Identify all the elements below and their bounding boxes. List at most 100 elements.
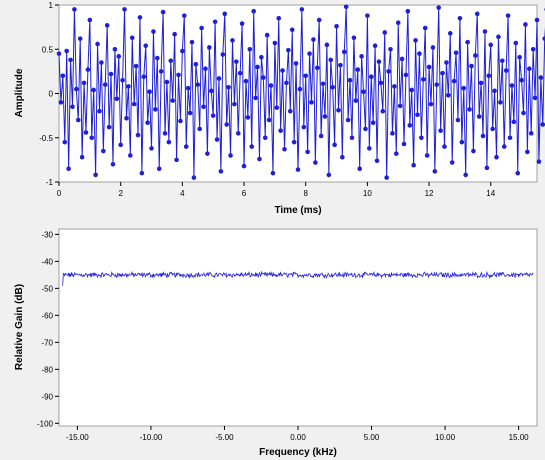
time-series-point	[185, 85, 191, 91]
time-series-point	[218, 169, 224, 174]
frequency-x-tick-label: 10.00	[435, 433, 456, 442]
time-series-point	[446, 92, 451, 98]
time-series-point	[394, 151, 399, 156]
time-series-point	[384, 175, 389, 180]
time-series-point	[403, 72, 409, 78]
time-series-point	[326, 172, 332, 178]
time-series-point	[278, 128, 283, 133]
time-series-point	[91, 87, 96, 93]
frequency-y-axis-title: Relative Gain (dB)	[14, 284, 25, 370]
time-series-point	[208, 88, 214, 94]
time-y-tick-label: -1	[46, 178, 54, 187]
time-series-point	[378, 80, 384, 86]
time-series-point	[444, 60, 449, 65]
time-series-point	[449, 160, 455, 165]
time-series-point	[197, 126, 202, 132]
time-series-point	[528, 131, 534, 136]
time-series-point	[320, 81, 326, 87]
time-series-point	[128, 153, 133, 158]
time-series-point	[239, 21, 245, 26]
frequency-y-tick-label: -30	[41, 230, 53, 239]
time-series-point	[390, 131, 395, 136]
time-series-point	[355, 67, 361, 72]
time-series-point	[261, 75, 266, 80]
time-series-point	[496, 34, 501, 40]
time-series-point	[274, 105, 280, 110]
time-series-point	[151, 29, 156, 34]
time-series-point	[295, 167, 301, 172]
time-series-point	[289, 27, 295, 33]
frequency-plot-area	[58, 228, 538, 427]
time-series-point	[451, 78, 457, 84]
time-series-point	[521, 110, 526, 116]
time-series-point	[195, 82, 201, 87]
time-series-point	[114, 96, 120, 102]
time-series-point	[440, 70, 445, 76]
time-series-point	[313, 160, 318, 165]
time-series-point	[104, 23, 110, 28]
time-series-point	[432, 169, 438, 174]
time-series-point	[401, 141, 407, 147]
time-series-point	[168, 58, 174, 64]
time-series-point	[251, 8, 256, 14]
time-series-point	[287, 108, 293, 114]
time-series-point	[309, 100, 314, 105]
time-series-point	[476, 114, 482, 119]
time-series-point	[81, 80, 87, 86]
frequency-x-tick-label: 15.00	[509, 433, 530, 442]
time-series-point	[415, 112, 420, 118]
time-series-point	[318, 133, 324, 139]
time-series-point	[405, 8, 411, 14]
time-series-point	[124, 115, 129, 121]
time-series-point	[174, 157, 179, 163]
time-series-point	[397, 103, 403, 109]
time-series-point	[453, 50, 459, 56]
time-series-point	[89, 135, 95, 141]
time-series-point	[62, 139, 68, 145]
time-series-point	[247, 46, 253, 52]
time-series-point	[340, 154, 345, 160]
time-series-point	[492, 88, 497, 94]
time-series-point	[199, 25, 204, 31]
time-series-point	[178, 118, 183, 124]
time-series-point	[149, 146, 154, 151]
frequency-x-axis-title: Frequency (kHz)	[259, 447, 337, 458]
frequency-domain-chart: -15.00 -10.00 -5.00 0.00 5.00 10.00 15.00 -30-…	[14, 228, 538, 458]
time-series-point	[253, 95, 258, 101]
time-series-point	[536, 159, 542, 164]
time-series-point	[101, 148, 106, 154]
time-series-point	[473, 53, 478, 58]
time-series-point	[205, 151, 210, 156]
time-series-point	[530, 46, 536, 52]
time-series-point	[463, 172, 468, 178]
time-series-point	[407, 123, 413, 128]
time-series-point	[494, 154, 499, 160]
time-series-point	[201, 104, 206, 110]
time-series-point	[234, 59, 239, 64]
time-series-point	[532, 95, 538, 101]
time-series-point	[93, 172, 98, 178]
time-series-point	[280, 68, 285, 73]
time-series-point	[133, 63, 139, 69]
time-series-point	[399, 56, 405, 62]
time-series-point	[507, 135, 513, 141]
time-series-point	[272, 40, 278, 46]
time-y-axis: 1 0.5 0 -0.5 -1	[39, 1, 59, 187]
time-series-point	[72, 7, 77, 12]
time-series-point	[224, 122, 229, 127]
time-series-point	[316, 17, 322, 23]
time-series-point	[314, 65, 320, 71]
time-x-tick-label: 10	[363, 189, 372, 198]
time-series-point	[74, 86, 79, 92]
time-series-point	[455, 117, 461, 123]
time-series-point	[66, 166, 71, 172]
time-series-point	[162, 131, 168, 136]
time-series-point	[139, 170, 145, 176]
time-series-point	[388, 46, 393, 52]
time-series-point	[428, 101, 434, 107]
time-series-point	[126, 84, 131, 89]
time-series-point	[102, 82, 108, 87]
time-series-point	[243, 78, 249, 84]
time-series-point	[266, 117, 272, 123]
time-series-point	[141, 74, 147, 79]
